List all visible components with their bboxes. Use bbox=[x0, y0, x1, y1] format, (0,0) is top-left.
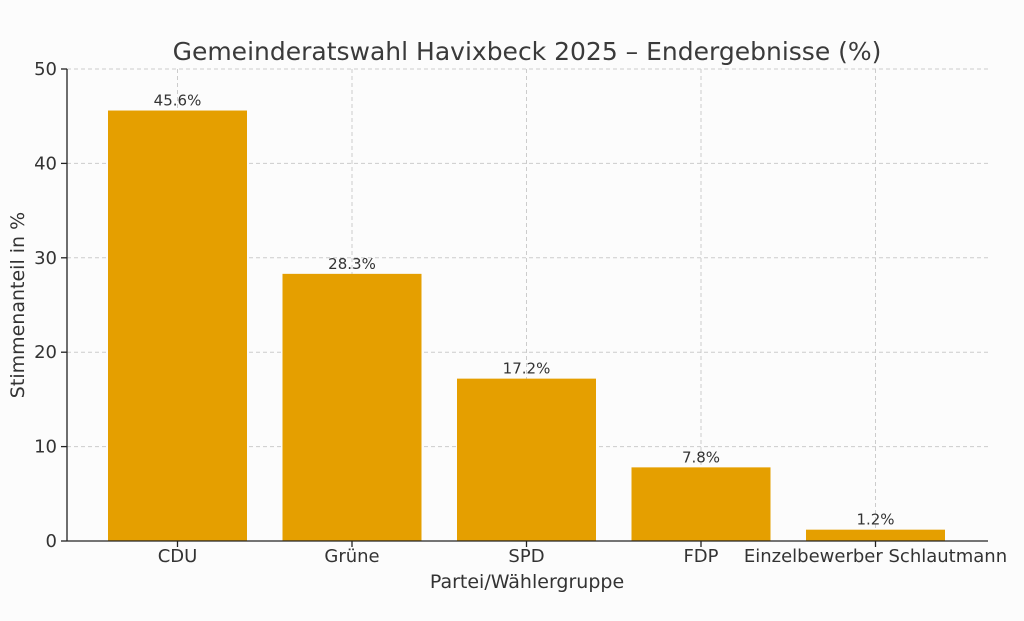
chart-title: Gemeinderatswahl Havixbeck 2025 – Enderg… bbox=[173, 37, 882, 66]
y-tick-label: 30 bbox=[34, 248, 57, 269]
x-tick-label: Grüne bbox=[324, 546, 379, 567]
x-tick-label: FDP bbox=[683, 546, 718, 567]
data-label: 7.8% bbox=[682, 448, 720, 466]
x-tick-label: SPD bbox=[508, 546, 544, 567]
x-tick-label: CDU bbox=[158, 546, 198, 567]
bar-spd bbox=[457, 378, 596, 541]
bar-einzelbewerber-schlautmann bbox=[806, 529, 945, 541]
y-tick-label: 20 bbox=[34, 342, 57, 363]
bar-gr-ne bbox=[282, 273, 422, 541]
bar-fdp bbox=[631, 467, 771, 541]
y-tick-label: 0 bbox=[46, 531, 57, 552]
bar-cdu bbox=[108, 110, 247, 541]
x-tick-label: Einzelbewerber Schlautmann bbox=[744, 546, 1007, 567]
data-label: 1.2% bbox=[856, 511, 894, 529]
data-labels: 45.6% 28.3% 17.2% 7.8% 1.2% bbox=[154, 92, 895, 529]
y-tick-label: 10 bbox=[34, 437, 57, 458]
data-label: 28.3% bbox=[328, 255, 376, 273]
bars bbox=[108, 110, 945, 541]
y-axis-label: Stimmenanteil in % bbox=[7, 212, 29, 398]
axes bbox=[66, 69, 988, 542]
x-axis-label: Partei/Wählergruppe bbox=[430, 571, 624, 593]
data-label: 17.2% bbox=[503, 360, 551, 378]
y-tick-label: 50 bbox=[34, 59, 57, 80]
y-tick-label: 40 bbox=[34, 153, 57, 174]
data-label: 45.6% bbox=[154, 92, 202, 110]
ticks: 0 10 20 30 40 50 CDU Grüne SPD FDP Einzelbewerber … bbox=[34, 59, 1007, 567]
